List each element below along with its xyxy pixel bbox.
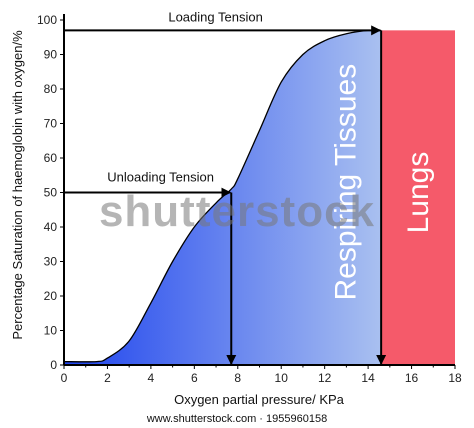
y-tick-label: 50 bbox=[44, 186, 58, 200]
x-tick-label: 4 bbox=[148, 371, 155, 385]
lungs-label: Lungs bbox=[402, 152, 435, 234]
x-tick-label: 8 bbox=[234, 371, 241, 385]
x-tick-label: 18 bbox=[448, 371, 462, 385]
x-axis-title: Oxygen partial pressure/ KPa bbox=[174, 392, 345, 407]
y-tick-label: 0 bbox=[50, 358, 57, 372]
y-axis-title: Percentage Saturation of haemoglobin wit… bbox=[10, 30, 25, 340]
axes-layer: 0 10 20 30 40 50 60 70 80 90 100 0 2 4 6 8 10 12 14 16 18 bbox=[37, 13, 462, 385]
y-tick-label: 60 bbox=[44, 151, 58, 165]
loading-tension-label: Loading Tension bbox=[168, 9, 262, 24]
respiring-tissues-label: Respiring Tissues bbox=[329, 64, 362, 301]
unloading-tension-label: Unloading Tension bbox=[107, 170, 214, 185]
y-tick-label: 80 bbox=[44, 82, 58, 96]
watermark-text: shutterstock bbox=[99, 187, 375, 236]
lungs-region bbox=[381, 30, 455, 365]
y-tick-label: 70 bbox=[44, 117, 58, 131]
credit-text: www.shutterstock.com · 1955960158 bbox=[146, 413, 327, 425]
y-tick-label: 20 bbox=[44, 289, 58, 303]
y-tick-label: 10 bbox=[44, 324, 58, 338]
y-tick-label: 30 bbox=[44, 255, 58, 269]
y-tick-label: 90 bbox=[44, 48, 58, 62]
curve-layer bbox=[63, 29, 382, 363]
x-tick-label: 0 bbox=[61, 371, 68, 385]
y-tick-label: 100 bbox=[37, 13, 57, 27]
x-tick-label: 2 bbox=[104, 371, 111, 385]
dissociation-curve bbox=[63, 29, 382, 363]
x-tick-label: 14 bbox=[361, 371, 375, 385]
y-tick-label: 40 bbox=[44, 220, 58, 234]
annotation-layer: Loading Tension Unloading Tension bbox=[64, 9, 387, 365]
x-tick-label: 10 bbox=[275, 371, 289, 385]
x-tick-label: 16 bbox=[405, 371, 419, 385]
x-tick-label: 6 bbox=[191, 371, 198, 385]
x-tick-label: 12 bbox=[318, 371, 332, 385]
